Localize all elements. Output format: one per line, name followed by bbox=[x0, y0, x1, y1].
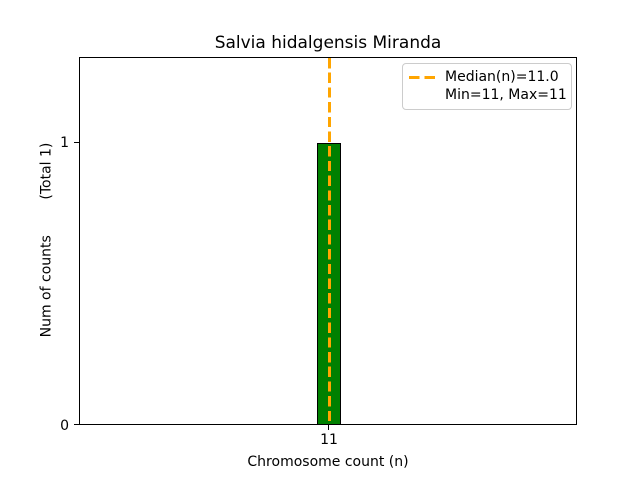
y-tick-label-1: 1 bbox=[60, 135, 69, 151]
chart-title: Salvia hidalgensis Miranda bbox=[214, 33, 442, 53]
median-line bbox=[328, 58, 331, 425]
y-tick-label-0: 0 bbox=[60, 418, 69, 434]
legend-entry-median: Median(n)=11.0 bbox=[409, 69, 565, 86]
legend-label-median: Median(n)=11.0 bbox=[445, 69, 559, 85]
x-tick-mark-11 bbox=[328, 425, 329, 430]
x-axis-label: Chromosome count (n) bbox=[247, 454, 409, 470]
empty-legend-sample bbox=[409, 94, 435, 97]
legend-label-minmax: Min=11, Max=11 bbox=[445, 87, 567, 103]
y-tick-mark-1 bbox=[74, 142, 79, 143]
x-tick-label-11: 11 bbox=[320, 432, 338, 448]
legend-entry-minmax: Min=11, Max=11 bbox=[409, 87, 567, 104]
dashed-line-legend-sample-icon bbox=[409, 76, 435, 79]
legend: Median(n)=11.0 Min=11, Max=11 bbox=[402, 63, 572, 110]
y-axis-label: Num of counts (Total 1) bbox=[38, 142, 55, 338]
y-tick-mark-0 bbox=[74, 424, 79, 425]
